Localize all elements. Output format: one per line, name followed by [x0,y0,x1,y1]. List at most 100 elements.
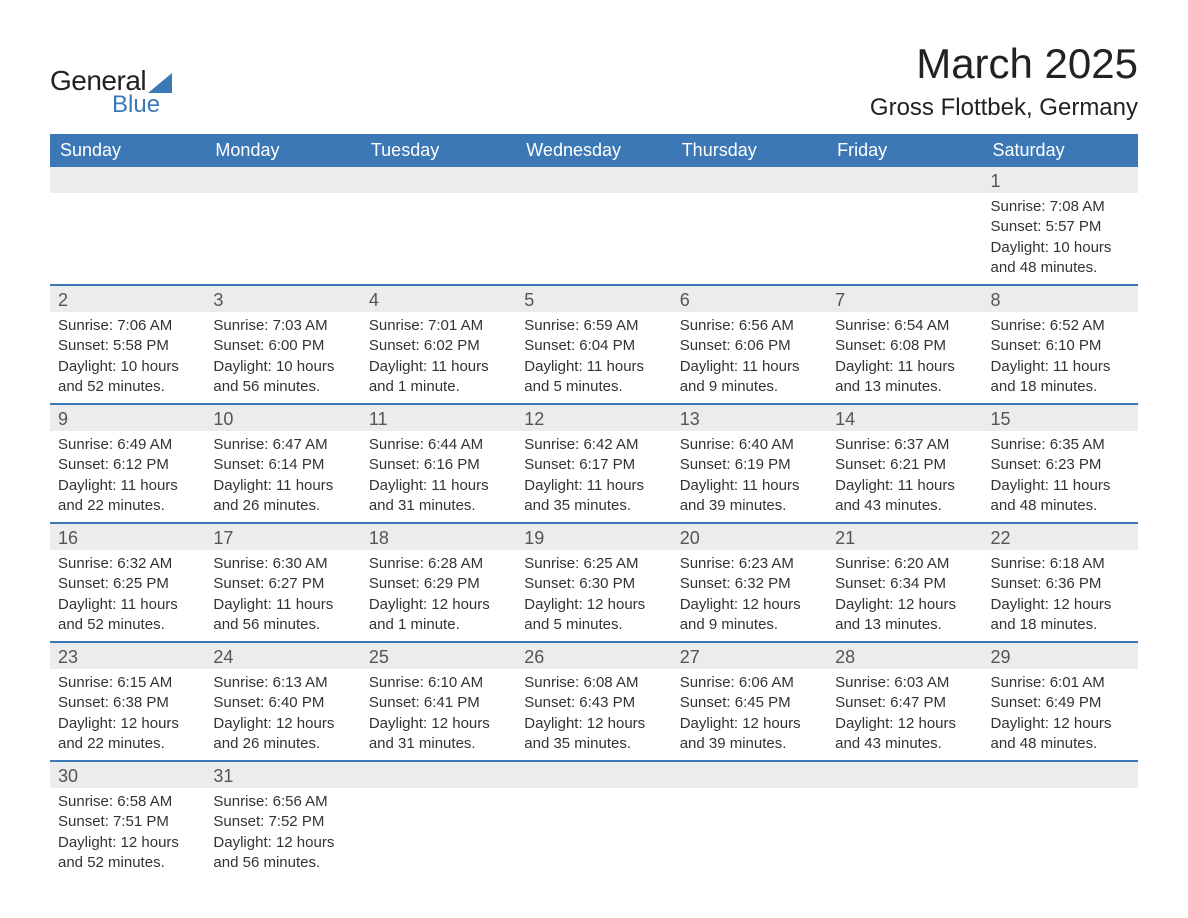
day-cell: 24Sunrise: 6:13 AMSunset: 6:40 PMDayligh… [205,643,360,760]
sunrise-text: Sunrise: 6:56 AM [680,316,819,336]
day-number [205,167,360,193]
sunrise-text: Sunrise: 6:28 AM [369,554,508,574]
sail-icon [148,73,172,93]
day-cell: 3Sunrise: 7:03 AMSunset: 6:00 PMDaylight… [205,286,360,403]
day-cell: 5Sunrise: 6:59 AMSunset: 6:04 PMDaylight… [516,286,671,403]
dl1-text: Daylight: 11 hours [369,476,508,496]
dl2-text: and 48 minutes. [991,496,1130,516]
day-body: Sunrise: 6:13 AMSunset: 6:40 PMDaylight:… [205,669,360,760]
day-cell: 20Sunrise: 6:23 AMSunset: 6:32 PMDayligh… [672,524,827,641]
day-body [827,788,982,798]
day-body [205,193,360,203]
sunset-text: Sunset: 6:19 PM [680,455,819,475]
sunrise-text: Sunrise: 6:01 AM [991,673,1130,693]
dl1-text: Daylight: 12 hours [680,714,819,734]
day-cell: 30Sunrise: 6:58 AMSunset: 7:51 PMDayligh… [50,762,205,879]
day-body: Sunrise: 6:58 AMSunset: 7:51 PMDaylight:… [50,788,205,879]
dl1-text: Daylight: 12 hours [835,595,974,615]
day-number: 5 [516,286,671,312]
week-row: 1Sunrise: 7:08 AMSunset: 5:57 PMDaylight… [50,167,1138,284]
day-body: Sunrise: 6:32 AMSunset: 6:25 PMDaylight:… [50,550,205,641]
sunset-text: Sunset: 5:57 PM [991,217,1130,237]
sunset-text: Sunset: 6:16 PM [369,455,508,475]
calendar: Sunday Monday Tuesday Wednesday Thursday… [50,134,1138,879]
dl2-text: and 48 minutes. [991,734,1130,754]
sunrise-text: Sunrise: 6:23 AM [680,554,819,574]
week-row: 16Sunrise: 6:32 AMSunset: 6:25 PMDayligh… [50,522,1138,641]
sunset-text: Sunset: 6:00 PM [213,336,352,356]
location-title: Gross Flottbek, Germany [870,94,1138,122]
sunrise-text: Sunrise: 6:59 AM [524,316,663,336]
day-cell [983,762,1138,879]
day-cell: 4Sunrise: 7:01 AMSunset: 6:02 PMDaylight… [361,286,516,403]
day-cell: 19Sunrise: 6:25 AMSunset: 6:30 PMDayligh… [516,524,671,641]
day-number: 9 [50,405,205,431]
dl1-text: Daylight: 11 hours [369,357,508,377]
day-number: 17 [205,524,360,550]
dl2-text: and 35 minutes. [524,734,663,754]
day-body: Sunrise: 6:35 AMSunset: 6:23 PMDaylight:… [983,431,1138,522]
day-cell [516,762,671,879]
day-body [983,788,1138,798]
sunrise-text: Sunrise: 6:13 AM [213,673,352,693]
day-of-week-header: Sunday Monday Tuesday Wednesday Thursday… [50,134,1138,167]
dl1-text: Daylight: 11 hours [680,476,819,496]
sunset-text: Sunset: 6:23 PM [991,455,1130,475]
sunset-text: Sunset: 6:36 PM [991,574,1130,594]
dl2-text: and 5 minutes. [524,377,663,397]
day-cell: 26Sunrise: 6:08 AMSunset: 6:43 PMDayligh… [516,643,671,760]
sunset-text: Sunset: 6:45 PM [680,693,819,713]
day-body: Sunrise: 6:37 AMSunset: 6:21 PMDaylight:… [827,431,982,522]
day-cell: 11Sunrise: 6:44 AMSunset: 6:16 PMDayligh… [361,405,516,522]
sunrise-text: Sunrise: 6:30 AM [213,554,352,574]
dl1-text: Daylight: 10 hours [991,238,1130,258]
dl2-text: and 26 minutes. [213,496,352,516]
dl2-text: and 22 minutes. [58,496,197,516]
dl2-text: and 56 minutes. [213,377,352,397]
day-cell: 31Sunrise: 6:56 AMSunset: 7:52 PMDayligh… [205,762,360,879]
day-cell [672,762,827,879]
dl2-text: and 13 minutes. [835,615,974,635]
dl2-text: and 56 minutes. [213,615,352,635]
dl2-text: and 26 minutes. [213,734,352,754]
sunset-text: Sunset: 6:34 PM [835,574,974,594]
dow-sunday: Sunday [50,134,205,167]
sunset-text: Sunset: 6:04 PM [524,336,663,356]
day-cell: 2Sunrise: 7:06 AMSunset: 5:58 PMDaylight… [50,286,205,403]
day-body [361,193,516,203]
day-number: 20 [672,524,827,550]
sunset-text: Sunset: 6:29 PM [369,574,508,594]
dl2-text: and 52 minutes. [58,615,197,635]
day-body: Sunrise: 6:30 AMSunset: 6:27 PMDaylight:… [205,550,360,641]
sunset-text: Sunset: 6:40 PM [213,693,352,713]
dow-friday: Friday [827,134,982,167]
sunset-text: Sunset: 5:58 PM [58,336,197,356]
dl2-text: and 22 minutes. [58,734,197,754]
day-number: 23 [50,643,205,669]
sunrise-text: Sunrise: 6:52 AM [991,316,1130,336]
day-body: Sunrise: 6:03 AMSunset: 6:47 PMDaylight:… [827,669,982,760]
day-body: Sunrise: 6:20 AMSunset: 6:34 PMDaylight:… [827,550,982,641]
dl2-text: and 43 minutes. [835,496,974,516]
day-number: 24 [205,643,360,669]
day-cell: 7Sunrise: 6:54 AMSunset: 6:08 PMDaylight… [827,286,982,403]
header: General Blue March 2025 Gross Flottbek, … [50,40,1138,122]
sunset-text: Sunset: 6:41 PM [369,693,508,713]
day-cell [516,167,671,284]
day-number: 6 [672,286,827,312]
sunset-text: Sunset: 6:21 PM [835,455,974,475]
day-number: 3 [205,286,360,312]
day-cell: 10Sunrise: 6:47 AMSunset: 6:14 PMDayligh… [205,405,360,522]
sunrise-text: Sunrise: 6:37 AM [835,435,974,455]
day-number: 14 [827,405,982,431]
dl1-text: Daylight: 12 hours [213,714,352,734]
day-number: 25 [361,643,516,669]
dl1-text: Daylight: 12 hours [524,714,663,734]
sunrise-text: Sunrise: 6:44 AM [369,435,508,455]
day-cell: 14Sunrise: 6:37 AMSunset: 6:21 PMDayligh… [827,405,982,522]
sunset-text: Sunset: 6:38 PM [58,693,197,713]
day-number [983,762,1138,788]
sunset-text: Sunset: 6:32 PM [680,574,819,594]
day-number: 31 [205,762,360,788]
dl1-text: Daylight: 10 hours [58,357,197,377]
